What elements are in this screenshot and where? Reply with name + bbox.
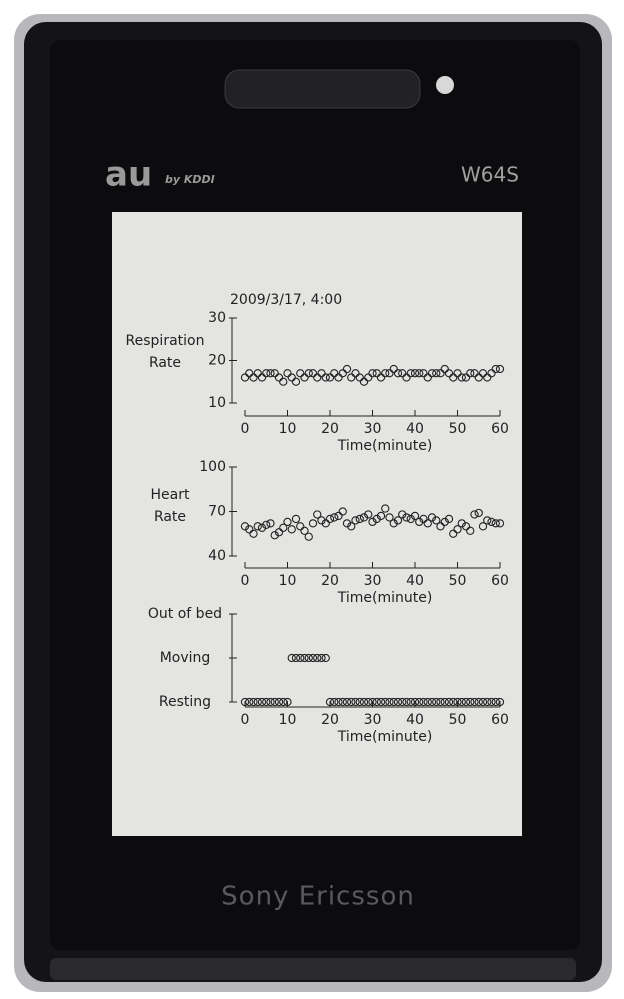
y-tick-label: 70 bbox=[208, 504, 226, 520]
x-tick-label: 0 bbox=[241, 573, 250, 589]
x-tick-label: 30 bbox=[364, 421, 382, 437]
x-axis-label: Time(minute) bbox=[337, 438, 433, 454]
x-tick-label: 10 bbox=[279, 573, 297, 589]
x-axis-label: Time(minute) bbox=[337, 590, 433, 606]
y-tick-label: Moving bbox=[145, 647, 225, 669]
y-tick-label: Out of bed bbox=[145, 603, 225, 625]
x-tick-label: 20 bbox=[321, 421, 339, 437]
x-tick-label: 50 bbox=[449, 573, 467, 589]
x-tick-label: 10 bbox=[279, 712, 297, 728]
maker: Sony Ericsson bbox=[221, 882, 415, 912]
y-tick-label: 40 bbox=[208, 548, 226, 564]
camera bbox=[436, 76, 454, 94]
y-tick-label: 10 bbox=[208, 395, 226, 411]
x-tick-label: 60 bbox=[491, 421, 509, 437]
chart-title: 2009/3/17, 4:00 bbox=[230, 292, 342, 308]
x-tick-label: 0 bbox=[241, 421, 250, 437]
y-tick-label: Resting bbox=[145, 691, 225, 713]
x-tick-label: 20 bbox=[321, 712, 339, 728]
phone-photo: au by KDDI W64S Sony Ericsson 2009/3/17,… bbox=[0, 0, 624, 999]
brand: au bbox=[105, 155, 152, 195]
x-tick-label: 60 bbox=[491, 712, 509, 728]
speaker bbox=[225, 70, 420, 108]
model: W64S bbox=[461, 163, 519, 187]
phone: au by KDDI W64S Sony Ericsson 2009/3/17,… bbox=[0, 0, 624, 999]
y-axis-label: Heart Rate bbox=[140, 484, 200, 528]
carrier: by KDDI bbox=[165, 173, 215, 186]
x-tick-label: 20 bbox=[321, 573, 339, 589]
x-tick-label: 50 bbox=[449, 712, 467, 728]
x-tick-label: 40 bbox=[406, 712, 424, 728]
x-tick-label: 60 bbox=[491, 573, 509, 589]
x-tick-label: 30 bbox=[364, 573, 382, 589]
x-tick-label: 30 bbox=[364, 712, 382, 728]
y-axis-label: Respiration Rate bbox=[113, 330, 217, 374]
x-tick-label: 0 bbox=[241, 712, 250, 728]
x-tick-label: 40 bbox=[406, 573, 424, 589]
y-tick-label: 30 bbox=[208, 310, 226, 326]
x-axis-label: Time(minute) bbox=[337, 729, 433, 745]
x-tick-label: 40 bbox=[406, 421, 424, 437]
phone-base bbox=[50, 958, 576, 980]
x-tick-label: 10 bbox=[279, 421, 297, 437]
y-tick-label: 100 bbox=[199, 459, 226, 475]
x-tick-label: 50 bbox=[449, 421, 467, 437]
